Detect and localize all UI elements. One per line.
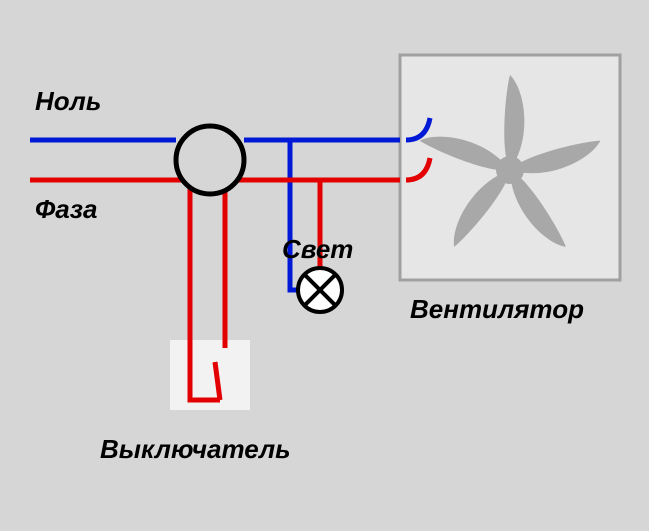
phase-label: Фаза [35,194,98,224]
junction-box-icon [176,126,244,194]
fan-label: Вентилятор [410,294,584,324]
lamp-icon [298,268,342,312]
neutral-label: Ноль [35,86,101,116]
lamp-label: Свет [282,234,353,264]
switch-label: Выключатель [100,434,291,464]
wiring-diagram: Ноль Фаза Свет Вентилятор Выключатель [0,0,649,531]
